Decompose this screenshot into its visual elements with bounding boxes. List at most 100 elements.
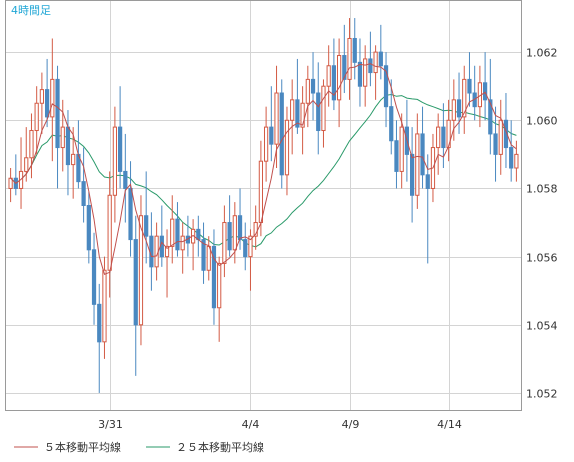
candle-body [331, 65, 337, 101]
y-tick-label: 1.054 [526, 320, 558, 333]
candle-body [482, 82, 488, 101]
candle-body [305, 78, 310, 104]
candle-body [394, 140, 399, 172]
candle-body [222, 222, 227, 264]
candle-body [368, 58, 373, 74]
y-tick-label: 1.052 [526, 388, 558, 401]
candle-body [170, 218, 175, 247]
candle-body [399, 126, 404, 172]
candle-body [107, 194, 112, 271]
candle-body [55, 78, 60, 149]
candle-body [149, 235, 154, 268]
candle-body [133, 239, 138, 326]
candle-body [263, 126, 269, 162]
candle-body [347, 37, 352, 80]
y-tick-label: 1.056 [526, 252, 558, 265]
candle-body [128, 187, 133, 241]
candle-body [493, 133, 498, 155]
candle-body [284, 119, 290, 176]
candle-body [39, 89, 45, 104]
chart-title: 4時間足 [11, 4, 51, 17]
candle-body [446, 119, 451, 149]
candle-body [71, 153, 76, 166]
candle-body [509, 147, 514, 169]
y-tick-label: 1.058 [526, 183, 558, 196]
legend-label: ５本移動平均線 [44, 440, 121, 454]
x-tick-label: 4/9 [342, 418, 360, 431]
candle-body [97, 303, 102, 343]
legend: ５本移動平均線 ２５本移動平均線 [14, 440, 264, 454]
candle-body [86, 205, 91, 251]
candle-body [357, 61, 363, 87]
ma25-layer [10, 93, 517, 248]
candle-body [420, 133, 425, 176]
candle-body [425, 174, 430, 189]
candle-body [123, 170, 128, 189]
candle-body [112, 126, 118, 196]
candle-body [274, 92, 279, 145]
candle-body [279, 92, 284, 176]
candle-body [29, 130, 34, 159]
x-tick-label: 4/4 [242, 418, 260, 431]
candle-body [269, 126, 274, 145]
candle-body [24, 157, 29, 172]
ma5-line [10, 63, 517, 275]
candle-body [383, 65, 389, 108]
x-axis: 3/31 4/4 4/9 4/14 [98, 418, 462, 431]
candle-body [138, 215, 144, 326]
candle-body [253, 222, 258, 237]
candle-body [436, 126, 441, 149]
candle-body [488, 99, 493, 135]
candle-body [248, 235, 253, 258]
candle-body [237, 215, 243, 241]
ma5-layer [10, 63, 517, 275]
candle-body [65, 126, 71, 166]
candle-body [175, 218, 180, 251]
candle-body [217, 262, 222, 309]
candle-body [290, 99, 295, 121]
candle-body [144, 215, 149, 237]
y-tick-label: 1.060 [526, 115, 558, 128]
candle-body [211, 245, 217, 309]
x-tick-label: 3/31 [98, 418, 123, 431]
candle-body [117, 126, 123, 172]
y-tick-label: 1.062 [526, 47, 558, 60]
candle-body [310, 78, 316, 94]
candle-body [451, 99, 456, 121]
candle-body [514, 153, 519, 169]
candle-body [462, 78, 467, 118]
candle-body [467, 78, 472, 94]
candle-body [336, 55, 342, 101]
candle-body [342, 55, 347, 80]
candle-body [243, 239, 248, 258]
candle-body [352, 37, 357, 63]
candle-body [154, 235, 159, 268]
candle-body [321, 85, 326, 132]
candle-body [456, 99, 462, 118]
candle-body [196, 228, 201, 241]
candle-body [227, 222, 232, 251]
candle-body [300, 102, 305, 128]
candle-body [389, 106, 394, 142]
candles [8, 18, 519, 393]
candle-body [258, 160, 264, 224]
candle-body [232, 215, 237, 251]
candle-body [44, 89, 50, 118]
x-tick-label: 4/14 [437, 418, 462, 431]
candle-body [503, 119, 509, 149]
candle-body [441, 126, 446, 149]
candle-body [295, 99, 300, 128]
candle-body [326, 65, 331, 87]
candle-body [50, 78, 55, 118]
candle-body [316, 92, 321, 132]
candle-body [180, 235, 185, 251]
candle-body [91, 249, 97, 305]
candle-body [34, 102, 39, 132]
candle-body [102, 269, 107, 343]
candle-body [498, 119, 503, 155]
candle-body [206, 245, 211, 271]
candle-body [363, 58, 368, 87]
legend-label: ２５本移動平均線 [176, 440, 264, 454]
candle-body [81, 181, 86, 206]
candle-body [60, 126, 65, 149]
